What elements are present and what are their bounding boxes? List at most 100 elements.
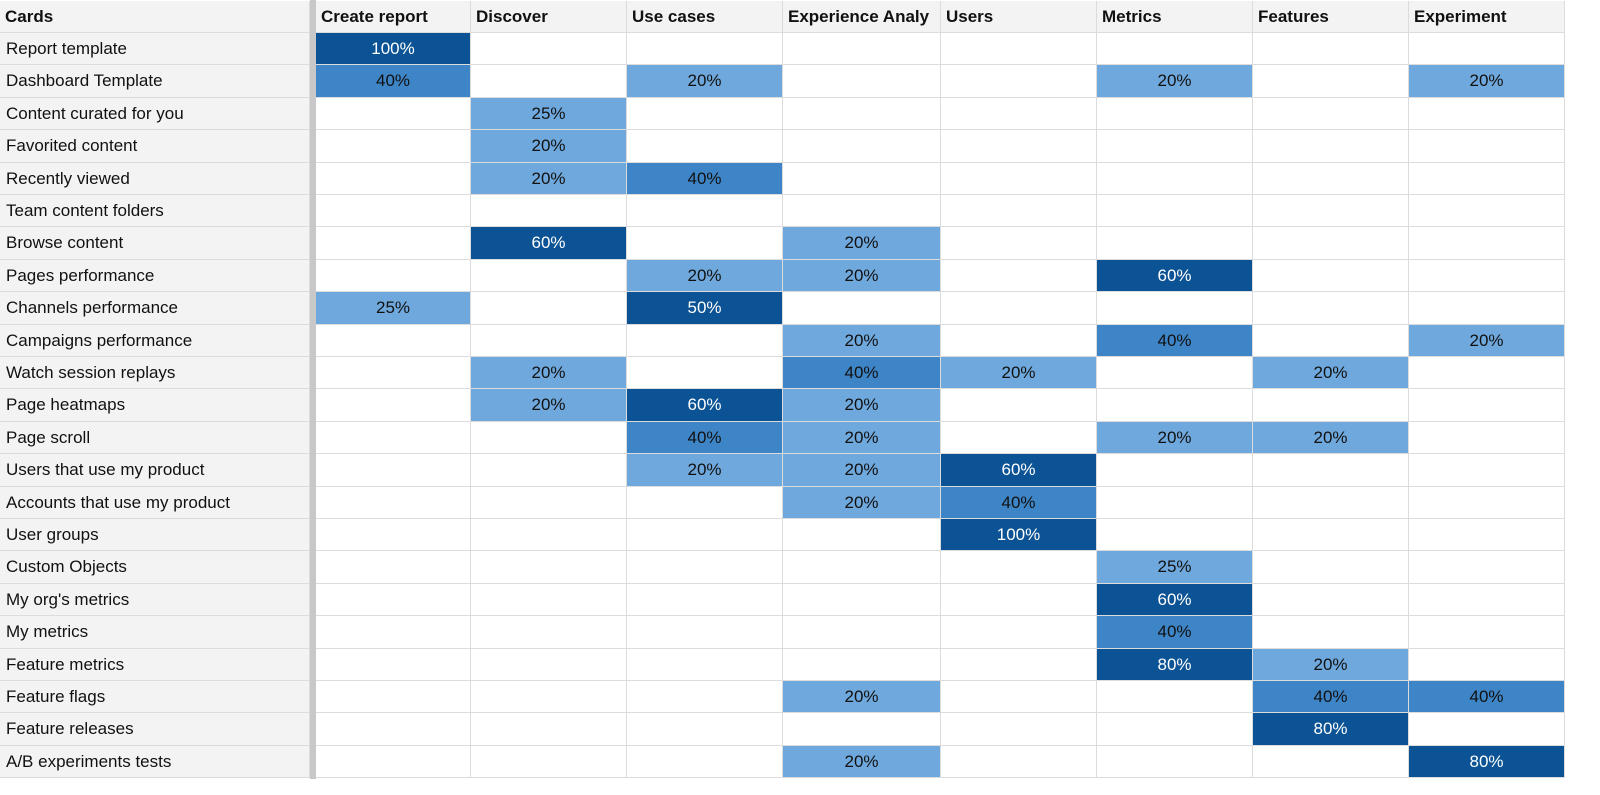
cell	[316, 616, 471, 649]
cell: 60%	[627, 389, 783, 422]
cell	[1253, 195, 1409, 228]
cell: 60%	[471, 227, 627, 260]
cell	[941, 162, 1097, 195]
cell	[941, 583, 1097, 617]
cell	[1253, 616, 1409, 649]
cell	[1253, 227, 1409, 260]
cell	[316, 713, 471, 746]
row-label: Browse content	[0, 227, 310, 260]
cell	[783, 551, 941, 584]
cell	[471, 324, 627, 357]
cell: 50%	[627, 292, 783, 325]
cell	[1097, 292, 1253, 325]
cell	[941, 292, 1097, 325]
cell	[627, 97, 783, 131]
cell: 20%	[941, 357, 1097, 390]
cell	[316, 681, 471, 714]
cell	[627, 713, 783, 746]
cell	[941, 97, 1097, 131]
cell: 20%	[783, 324, 941, 357]
column-header: Metrics	[1097, 1, 1253, 33]
cell	[941, 713, 1097, 746]
cell: 20%	[783, 454, 941, 487]
cell: 40%	[316, 65, 471, 98]
cell	[1409, 227, 1565, 260]
row-label: Watch session replays	[0, 357, 310, 390]
cell	[1253, 33, 1409, 66]
cell	[627, 357, 783, 390]
cell	[1409, 259, 1565, 293]
cell	[1409, 648, 1565, 681]
cell	[627, 130, 783, 163]
cell	[1409, 551, 1565, 584]
cell: 20%	[783, 227, 941, 260]
cell: 80%	[1409, 745, 1565, 779]
cell	[1409, 357, 1565, 390]
cell: 20%	[471, 357, 627, 390]
cell	[627, 195, 783, 228]
cell	[783, 33, 941, 66]
row-label: Content curated for you	[0, 97, 310, 131]
cell	[941, 324, 1097, 357]
row-label: A/B experiments tests	[0, 745, 310, 779]
cell	[1409, 713, 1565, 746]
cell	[941, 33, 1097, 66]
cell	[316, 551, 471, 584]
cell: 20%	[1409, 324, 1565, 357]
row-label: Feature releases	[0, 713, 310, 746]
cell	[1253, 486, 1409, 519]
cell	[941, 616, 1097, 649]
cell	[627, 616, 783, 649]
cell	[1409, 486, 1565, 519]
row-label: Campaigns performance	[0, 324, 310, 357]
cell	[471, 292, 627, 325]
cell	[941, 65, 1097, 98]
cell	[316, 421, 471, 455]
cell	[627, 745, 783, 779]
cell	[627, 583, 783, 617]
cell	[316, 519, 471, 552]
column-header: Discover	[471, 1, 627, 33]
cell	[1253, 519, 1409, 552]
cell	[783, 292, 941, 325]
cell	[1253, 292, 1409, 325]
cell	[1097, 195, 1253, 228]
column-header: Use cases	[627, 1, 783, 33]
freeze-bar	[310, 0, 316, 779]
cell: 100%	[941, 519, 1097, 552]
cell	[783, 65, 941, 98]
cell	[316, 130, 471, 163]
cell	[1253, 130, 1409, 163]
column-header: Experience Analy	[783, 1, 941, 33]
cell	[316, 324, 471, 357]
cell	[471, 616, 627, 649]
cell	[1097, 130, 1253, 163]
cell	[1409, 33, 1565, 66]
cell: 40%	[941, 486, 1097, 519]
column-header: Experiment	[1409, 1, 1565, 33]
cell	[1097, 745, 1253, 779]
cell	[783, 648, 941, 681]
row-label: My metrics	[0, 616, 310, 649]
cell	[1097, 519, 1253, 552]
cell: 20%	[471, 389, 627, 422]
cell	[471, 713, 627, 746]
cell	[941, 130, 1097, 163]
cell	[471, 681, 627, 714]
cell	[941, 195, 1097, 228]
cell	[316, 97, 471, 131]
cell	[1409, 583, 1565, 617]
cell	[1097, 227, 1253, 260]
cell	[1097, 713, 1253, 746]
cell	[1097, 33, 1253, 66]
cell	[1253, 551, 1409, 584]
cell	[1253, 745, 1409, 779]
cell	[941, 389, 1097, 422]
cell: 20%	[783, 745, 941, 779]
cell: 40%	[627, 162, 783, 195]
cell	[316, 486, 471, 519]
cell	[1097, 454, 1253, 487]
cell	[783, 519, 941, 552]
cell	[1409, 454, 1565, 487]
cell	[316, 389, 471, 422]
